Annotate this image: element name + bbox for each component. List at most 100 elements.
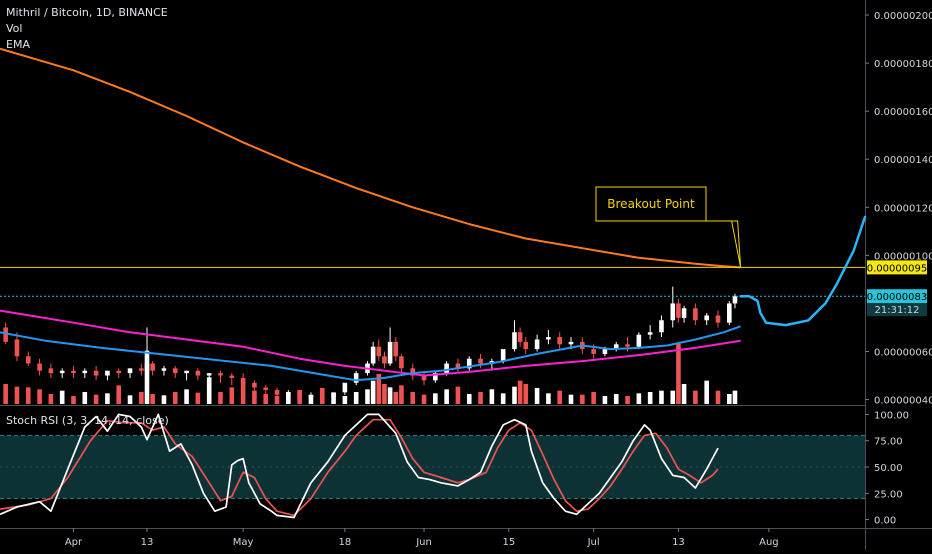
volume-bar xyxy=(48,394,54,404)
stoch-tick-label: 100.00 xyxy=(874,410,909,421)
volume-bar xyxy=(387,387,393,404)
volume-bar xyxy=(602,396,608,404)
candle-body xyxy=(732,296,738,304)
candle-body xyxy=(252,382,257,388)
breakout-price-label: 0.00000095 xyxy=(867,263,927,274)
volume-bar xyxy=(274,396,280,404)
candle-body xyxy=(37,363,42,371)
volume-bar xyxy=(676,344,681,404)
volume-bar xyxy=(172,392,178,404)
current-price-badge xyxy=(867,289,927,304)
candle-body xyxy=(382,356,387,364)
candle-body xyxy=(568,341,574,345)
candle-body xyxy=(195,370,201,376)
candle-body xyxy=(116,370,122,374)
volume-bar xyxy=(218,392,223,404)
stoch-tick-label: 50.00 xyxy=(874,463,903,474)
volume-bar xyxy=(466,394,472,404)
candle-body xyxy=(82,370,88,374)
volume-bar xyxy=(421,394,427,404)
candle-body xyxy=(500,349,506,362)
candle-body xyxy=(523,341,529,350)
candle-body xyxy=(48,368,54,374)
candle-body xyxy=(59,370,65,374)
candle-body xyxy=(681,308,687,318)
candle-body xyxy=(546,337,551,340)
candle-body xyxy=(331,392,336,398)
countdown-badge xyxy=(867,303,927,317)
volume-bar xyxy=(636,393,642,404)
volume-bar xyxy=(670,390,676,404)
ema-mid-line xyxy=(0,309,741,377)
volume-bar xyxy=(37,389,42,404)
volume-bar xyxy=(433,393,438,404)
candle-body xyxy=(297,392,302,398)
time-tick-label: 13 xyxy=(672,537,685,548)
candle-body xyxy=(150,363,155,371)
volume-bar xyxy=(14,386,20,404)
volume-bar xyxy=(240,380,246,404)
price-tick-label: 0.00000180 xyxy=(874,59,932,70)
candle-body xyxy=(466,358,472,369)
volume-bar xyxy=(127,395,133,404)
volume-bar xyxy=(478,392,483,404)
candle-body xyxy=(184,370,189,374)
candle-body xyxy=(676,303,681,318)
candle-body xyxy=(517,332,523,342)
volume-bar xyxy=(393,392,399,404)
volume-bar xyxy=(489,389,495,404)
time-tick-label: 15 xyxy=(502,537,515,548)
candle-body xyxy=(421,375,427,381)
volume-bar xyxy=(613,394,619,404)
stoch-k-line xyxy=(0,413,719,519)
candle-body xyxy=(670,303,676,321)
volume-bar xyxy=(591,392,596,404)
volume-bar xyxy=(376,374,382,404)
volume-bar xyxy=(715,390,721,404)
candle-body xyxy=(410,368,416,376)
candle-body xyxy=(286,392,291,395)
volume-bar xyxy=(444,389,449,404)
candle-body xyxy=(704,315,709,321)
candle-body xyxy=(591,349,596,354)
candle-body xyxy=(240,377,246,383)
volume-bar xyxy=(500,393,506,404)
stoch-tick-label: 0.00 xyxy=(874,516,896,527)
symbol-title: Mithril / Bitcoin, 1D, BINANCE xyxy=(6,6,168,19)
volume-bar xyxy=(727,394,732,404)
price-tick-label: 0.00000200 xyxy=(874,11,932,22)
volume-bar xyxy=(59,390,65,404)
price-tick-label: 0.00000040 xyxy=(874,396,932,407)
candle-body xyxy=(693,308,698,321)
volume-legend: Vol xyxy=(6,22,23,35)
candle-body xyxy=(206,373,212,376)
candle-body xyxy=(370,346,376,364)
time-tick-label: Jun xyxy=(415,537,432,548)
volume-bar xyxy=(3,384,8,404)
price-tick-label: 0.00000140 xyxy=(874,155,932,166)
volume-bar xyxy=(370,380,376,404)
candle-body xyxy=(478,358,483,364)
candle-body xyxy=(534,339,540,350)
volume-bar xyxy=(732,390,738,404)
volume-bar xyxy=(659,390,664,404)
time-tick-label: 13 xyxy=(141,537,154,548)
candle-body xyxy=(647,332,653,335)
volume-bar xyxy=(517,380,523,404)
volume-bar xyxy=(557,390,563,404)
volume-bar xyxy=(534,388,540,404)
candle-body xyxy=(727,303,732,323)
countdown-label: 21:31:12 xyxy=(875,305,920,316)
candle-body xyxy=(557,337,563,345)
candle-body xyxy=(161,368,167,371)
volume-bar xyxy=(382,384,387,404)
volume-bar xyxy=(105,393,110,404)
candle-body xyxy=(3,327,8,342)
candle-body xyxy=(602,349,608,354)
volume-bar xyxy=(263,394,269,404)
volume-bar xyxy=(116,385,122,404)
candle-body xyxy=(455,363,461,369)
candle-body xyxy=(376,346,382,357)
volume-bar xyxy=(410,392,416,404)
